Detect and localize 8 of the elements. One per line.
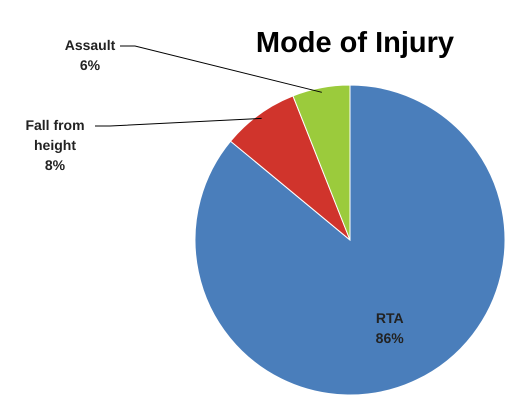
data-label: 8% <box>44 157 66 173</box>
data-label: 86% <box>376 330 404 346</box>
slice-label: Fall from height <box>25 117 85 153</box>
pie-slice <box>194 84 505 396</box>
data-label: 6% <box>80 57 101 73</box>
slice-label: Assault <box>64 37 116 53</box>
chart-title: Mode of Injury <box>256 27 454 59</box>
slice-label: RTA <box>376 310 404 326</box>
